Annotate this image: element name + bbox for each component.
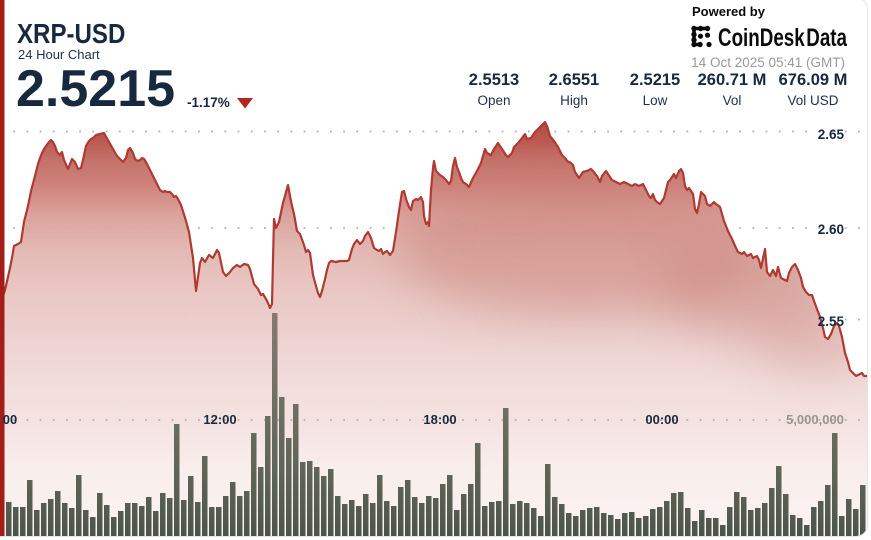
svg-text:CoinDesk Data: CoinDesk Data [718,25,848,49]
